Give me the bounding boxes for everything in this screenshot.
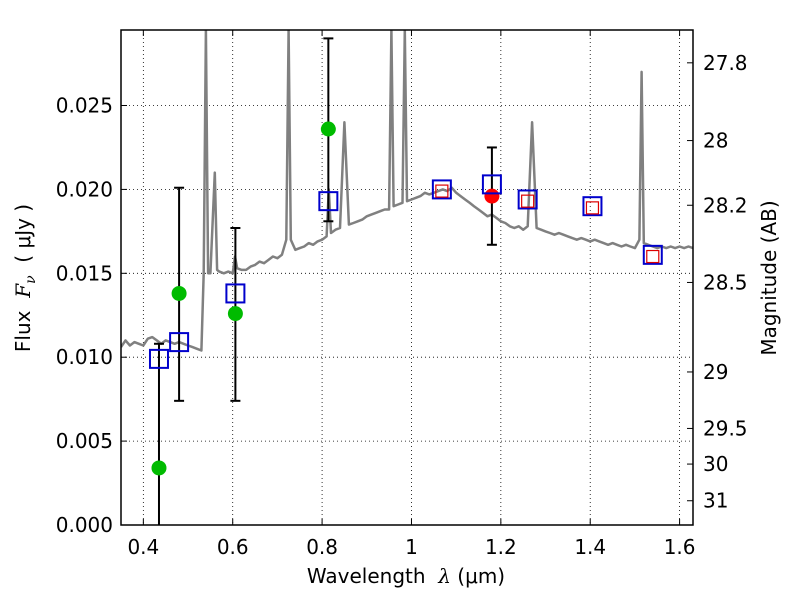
small-red-squares (435, 184, 660, 264)
magnitude-tick-label: 28 (703, 129, 728, 153)
small-red-square (521, 194, 535, 208)
small-red-square (585, 201, 600, 215)
y-tick-label: 0.010 (56, 345, 113, 369)
model-square (431, 179, 452, 200)
detection-point (320, 121, 336, 137)
small-red-square (646, 249, 660, 264)
magnitude-tick-label: 29.5 (703, 416, 748, 440)
detection-point (227, 306, 243, 322)
x-tick-label: 0.6 (217, 535, 249, 559)
magnitude-axis-ticks: 27.8 28 28.2 28.5 29 29.5 30 31 (687, 51, 748, 513)
x-tick-label: 1 (405, 535, 418, 559)
model-square (148, 348, 169, 369)
detection-points (151, 121, 336, 476)
model-sed-path (121, 30, 693, 352)
model-square (225, 283, 246, 304)
x-tick-label: 0.4 (127, 535, 159, 559)
x-tick-label: 0.8 (306, 535, 338, 559)
model-square (481, 174, 502, 195)
magnitude-tick-label: 30 (703, 452, 728, 476)
plot-frame (120, 29, 694, 526)
detection-point (171, 285, 187, 301)
model-square (318, 191, 339, 212)
model-squares (148, 174, 663, 369)
model-square (517, 189, 538, 210)
red-point (484, 188, 500, 204)
y-axis-title: Flux Fν ( μJy ) (11, 204, 39, 352)
model-square (169, 332, 190, 353)
y-tick-label: 0.000 (56, 513, 113, 537)
y-tick-label: 0.015 (56, 261, 113, 285)
y-tick-label: 0.005 (56, 429, 113, 453)
magnitude-tick-label: 27.8 (703, 51, 748, 75)
small-red-square (435, 184, 449, 198)
model-sed-line (121, 30, 693, 352)
model-square (642, 244, 663, 265)
y-tick-label: 0.020 (56, 177, 113, 201)
magnitude-tick-label: 31 (703, 489, 728, 513)
y-tick-label: 0.025 (56, 94, 113, 118)
x-tick-label: 1.2 (485, 535, 517, 559)
x-tick-label: 1.6 (664, 535, 696, 559)
red-point (484, 188, 500, 204)
detection-point (151, 460, 167, 476)
x-axis-title: Wavelength λ (μm) (307, 564, 505, 588)
magnitude-tick-label: 28.5 (703, 270, 748, 294)
x-axis-ticks: 0.4 0.6 0.8 1 1.2 1.4 1.6 (127, 30, 696, 559)
y-axis-ticks: 0.000 0.005 0.010 0.015 0.020 0.025 (56, 94, 127, 537)
magnitude-axis-title: Magnitude (AB) (757, 200, 781, 355)
x-tick-label: 1.4 (574, 535, 606, 559)
model-square (582, 196, 603, 217)
magnitude-tick-label: 29 (703, 360, 728, 384)
magnitude-tick-label: 28.2 (703, 193, 748, 217)
